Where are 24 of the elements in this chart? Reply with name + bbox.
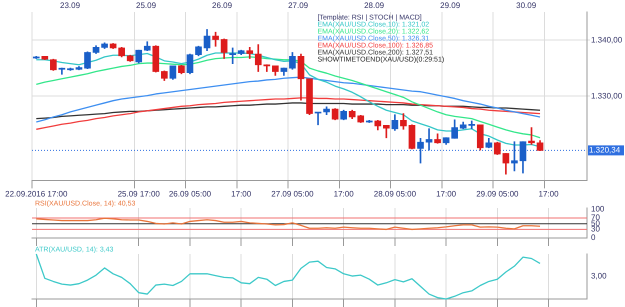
text: 26.09 <box>212 1 233 10</box>
x-tick-label: 17:00 <box>436 189 457 198</box>
y-tick-label: 1.340,00 <box>591 35 623 44</box>
ref-line-label: 1.320,34 <box>589 146 621 155</box>
y-tick-label: 0 <box>591 233 596 242</box>
x-tick-label: 17:00 <box>231 189 252 198</box>
x-tick-label: 28.09 05:00 <box>374 189 417 198</box>
x-tick-label: 26.09 05:00 <box>168 189 212 198</box>
y-tick-label: 30 <box>591 224 600 234</box>
text: 23.09 <box>60 1 81 10</box>
x-tick-label: 29.09 05:00 <box>476 189 520 198</box>
y-tick-label: 1.330,00 <box>591 91 623 100</box>
text: 29.09 <box>440 1 461 10</box>
text: 27.09 <box>288 1 309 10</box>
x-tick-label: 22.09.2016 17:00 <box>5 189 68 198</box>
text: 30.09 <box>516 1 537 10</box>
x-tick-label: 17:00 <box>334 189 354 198</box>
y-tick-label: 100 <box>591 204 605 214</box>
text: 28.09 <box>364 1 385 10</box>
text: 25.09 <box>136 1 157 10</box>
text: 3,00 <box>591 272 608 281</box>
x-tick-label: 27.09 05:00 <box>271 189 314 198</box>
x-tick-label: 17:00 <box>538 189 560 198</box>
x-tick-label: 25.09 17:00 <box>118 189 160 198</box>
